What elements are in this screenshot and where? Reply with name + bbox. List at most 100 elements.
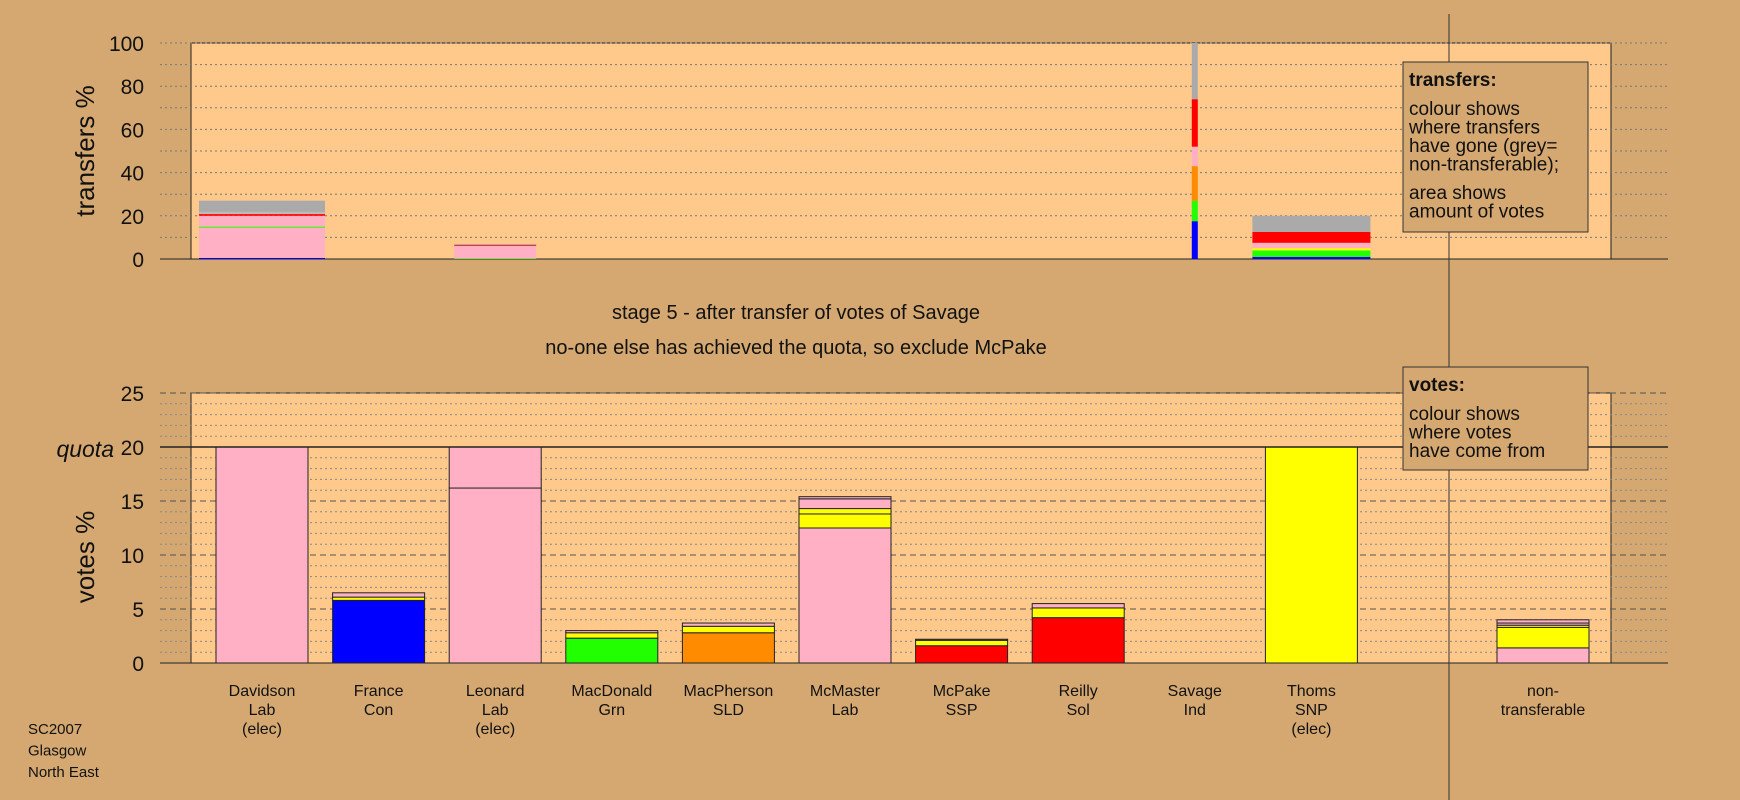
- candidate-label: Con: [364, 702, 393, 719]
- y-tick-label: 20: [121, 206, 144, 229]
- candidate-label: SLD: [713, 702, 744, 719]
- candidate-label: Leonard: [466, 683, 525, 700]
- vote-segment-macpherson-0: [681, 632, 775, 664]
- vote-segment-france-0: [332, 599, 426, 664]
- transfer-segment-davidson-1: [199, 227, 325, 258]
- y-tick-label: 60: [121, 119, 144, 142]
- transfer-segment-thoms-2: [1252, 248, 1371, 251]
- candidate-label: Savage: [1168, 683, 1222, 700]
- vote-segment-mcpake-2: [915, 638, 1009, 641]
- vote-segment-france-2: [332, 592, 426, 598]
- candidate-label: transferable: [1501, 702, 1586, 719]
- transfer-segment-thoms-3: [1252, 242, 1371, 249]
- transfers-legend-text: colour shows: [1409, 99, 1520, 120]
- candidate-label: (elec): [1291, 721, 1331, 738]
- election-info-line: Glasgow: [28, 743, 87, 760]
- transfer-segment-davidson-0: [199, 257, 325, 259]
- candidate-label: (elec): [475, 721, 515, 738]
- candidate-label: Lab: [832, 702, 859, 719]
- vote-segment-mcpake-1: [915, 639, 1009, 647]
- candidate-label: Sol: [1067, 702, 1090, 719]
- transfers-legend-text: have gone (grey=: [1409, 136, 1557, 157]
- candidate-label: SNP: [1295, 702, 1328, 719]
- votes-legend-text: have come from: [1409, 441, 1545, 462]
- transfers-y-axis: 0 20 40 60 80 100: [109, 33, 1668, 272]
- transfers-y-label: transfers %: [70, 85, 100, 217]
- transfers-bars: [199, 43, 1371, 259]
- candidate-label: Grn: [598, 702, 625, 719]
- vote-segment-macdonald-2: [565, 630, 659, 634]
- votes-legend-text: where votes: [1408, 423, 1511, 444]
- y-tick-label: 80: [121, 76, 144, 99]
- y-tick-label: 10: [121, 545, 144, 568]
- vote-segment-mcmaster-4: [798, 496, 892, 500]
- y-tick-label: 40: [121, 163, 144, 186]
- y-tick-label: 0: [132, 249, 144, 272]
- transfer-segment-thoms-5: [1252, 215, 1371, 232]
- vote-segment-non-transferable-1: [1496, 626, 1590, 649]
- transfer-segment-leonard-0: [454, 258, 537, 259]
- vote-segment-davidson-0: [215, 446, 309, 664]
- candidate-label: Thoms: [1287, 683, 1336, 700]
- y-tick-label: 100: [109, 33, 144, 56]
- transfer-segment-savage-3: [1191, 146, 1198, 167]
- vote-segment-macdonald-1: [565, 632, 659, 639]
- votes-legend-title: votes:: [1409, 375, 1465, 396]
- vote-segment-non-transferable-4: [1496, 619, 1590, 624]
- vote-segment-thoms-0: [1264, 446, 1358, 664]
- y-tick-label: 0: [132, 653, 144, 676]
- candidate-label: McMaster: [810, 683, 881, 700]
- candidate-label: McPake: [933, 683, 991, 700]
- election-info-line: SC2007: [28, 721, 82, 738]
- election-info-line: North East: [28, 764, 100, 781]
- candidate-label: non-: [1527, 683, 1559, 700]
- transfers-legend-box: [1402, 61, 1589, 233]
- y-tick-label: 5: [132, 599, 144, 622]
- transfers-panel: 0 20 40 60 80 100 transfers %: [70, 33, 1668, 272]
- vote-segment-macpherson-1: [681, 625, 775, 634]
- candidate-label: (elec): [242, 721, 282, 738]
- transfer-segment-davidson-4: [199, 214, 325, 216]
- candidate-label: Ind: [1184, 702, 1206, 719]
- transfer-segment-leonard-3: [454, 243, 537, 246]
- transfers-legend-text: non-transferable);: [1409, 155, 1559, 176]
- transfer-segment-savage-2: [1191, 166, 1198, 201]
- votes-panel: 0 5 10 15 20 25 quota votes %: [56, 383, 1668, 676]
- votes-y-label: votes %: [70, 511, 100, 604]
- transfer-segment-davidson-2: [199, 226, 325, 228]
- vote-segment-reilly-0: [1031, 617, 1125, 664]
- vote-segment-mcpake-0: [915, 645, 1009, 664]
- vote-segment-mcmaster-1: [798, 513, 892, 529]
- quota-label: quota: [56, 436, 114, 462]
- vote-segment-mcmaster-3: [798, 498, 892, 510]
- transfer-segment-savage-0: [1191, 221, 1198, 259]
- transfers-legend-text: amount of votes: [1409, 202, 1544, 223]
- votes-legend-text: colour shows: [1409, 404, 1520, 425]
- y-tick-label: 15: [121, 491, 144, 514]
- candidate-label: Davidson: [229, 683, 296, 700]
- transfer-segment-thoms-4: [1252, 232, 1371, 243]
- transfer-segment-leonard-1: [454, 246, 537, 259]
- transfer-segment-davidson-3: [199, 215, 325, 227]
- transfer-segment-thoms-0: [1252, 256, 1371, 259]
- candidate-label: MacDonald: [571, 683, 652, 700]
- vote-segment-leonard-0: [448, 487, 542, 664]
- vote-segment-leonard-1: [448, 446, 542, 489]
- election-info: SC2007 Glasgow North East: [28, 721, 100, 781]
- y-tick-label: 20: [121, 437, 144, 460]
- transfer-segment-leonard-2: [454, 245, 537, 247]
- votes-bars: [160, 446, 1668, 664]
- votes-legend-box: [1402, 366, 1589, 471]
- vote-segment-mcmaster-2: [798, 508, 892, 515]
- candidate-label: MacPherson: [683, 683, 773, 700]
- transfer-segment-davidson-6: [199, 200, 325, 212]
- stage-title: stage 5 - after transfer of votes of Sav…: [612, 302, 980, 324]
- vote-segment-reilly-1: [1031, 607, 1125, 619]
- vote-segment-macdonald-0: [565, 637, 659, 664]
- transfer-segment-savage-1: [1191, 200, 1198, 222]
- candidate-label: Reilly: [1059, 683, 1098, 700]
- transfers-legend-title: transfers:: [1409, 70, 1497, 91]
